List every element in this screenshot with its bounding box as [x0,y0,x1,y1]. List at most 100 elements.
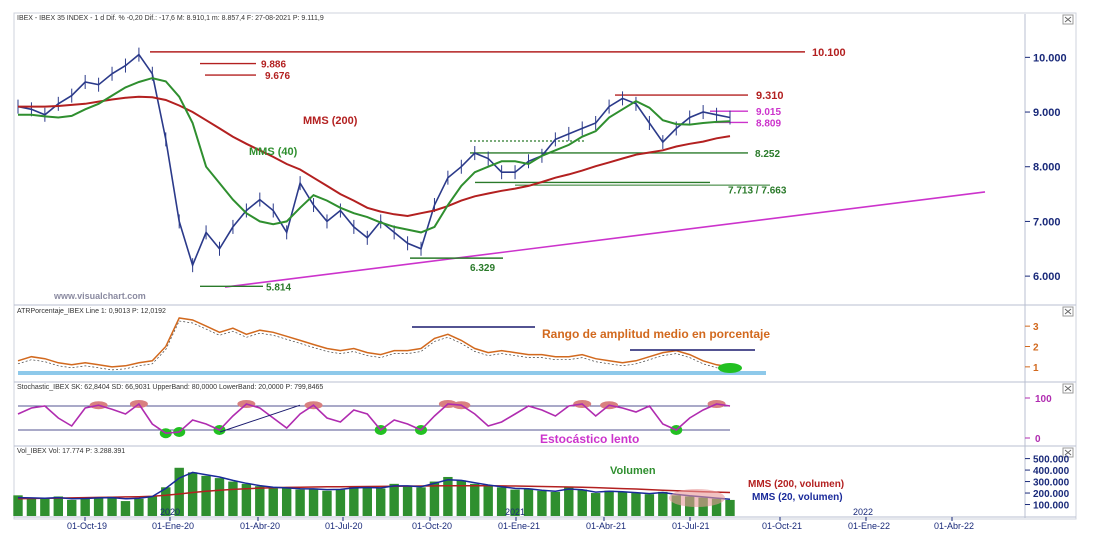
atr-y-tick-label: 1 [1033,363,1039,374]
price-y-tick-label: 8.000 [1033,162,1061,174]
volume-bar [187,472,198,516]
volume-bar [698,497,708,516]
volume-bar [255,486,265,516]
volume-bar [550,491,561,516]
level-label: 8.809 [756,118,781,129]
volume-bar [402,486,413,516]
x-tick-label: 01-Oct-20 [412,521,452,531]
mms40-label: MMS (40) [249,146,298,158]
volume-bar [564,487,574,516]
volume-bar [362,487,372,516]
level-label: 7.713 / 7.663 [728,185,787,196]
volume-bar [295,489,305,516]
volume-bar [725,499,735,516]
stoch-panel-close-icon[interactable] [1062,383,1074,394]
stoch-annotation: Estocástico lento [540,432,639,446]
volume-legend-ma20: MMS (20, volumen) [752,492,843,503]
price-y-tick-label: 6.000 [1033,271,1061,283]
volume-bar [537,490,547,516]
volume-bar [40,498,50,516]
volume-bar [322,490,332,516]
price-y-tick-label: 9.000 [1033,107,1061,119]
price-panel: 10.000 9.000 8.000 7.000 6.000 10.100 9.8869.6… [17,47,1067,293]
volume-recent-highlight [669,489,725,507]
atr-y-tick-label: 3 [1033,322,1039,333]
volume-panel-close-icon[interactable] [1062,447,1074,458]
volume-bar [416,487,426,516]
volume-bar [147,496,158,516]
volume-ma200-line [17,484,731,500]
volume-bar [93,497,104,516]
volume-bar [268,488,278,516]
volume-bar [443,476,453,516]
volume-bar [13,495,23,516]
volume-annotation: Volumen [610,465,656,477]
atr-signal-line [17,320,731,371]
volume-y-tick-label: 100.000 [1033,501,1070,512]
volume-bar [456,480,467,516]
volume-bar [120,501,131,516]
stoch-divergence-line [219,404,301,433]
level-label: 6.329 [470,263,495,274]
x-tick-label: 01-Abr-20 [240,521,280,531]
volume-bar [134,498,144,516]
volume-y-tick-label: 200.000 [1033,489,1070,500]
x-tick-label: 01-Abr-22 [934,521,974,531]
volume-bar [604,490,614,516]
volume-bar [349,486,359,516]
volume-bar [80,498,90,516]
volume-bar [429,481,440,516]
volume-bar [308,488,319,516]
atr-panel-header: ATRPorcentaje_IBEX Line 1: 0,9013 P: 12,… [17,308,166,315]
volume-bar [483,486,493,516]
volume-bar [26,497,37,516]
atr-line [17,317,731,368]
atr-panel: 3 2 1 Rango de amplitud medio en porcentaje [17,317,1039,375]
price-series [17,53,731,268]
volume-y-tick-label: 400.000 [1033,466,1070,477]
price-y-tick-label: 7.000 [1033,216,1061,228]
x-tick-label: 01-Oct-19 [67,521,107,531]
volume-ma20-line [17,471,731,500]
volume-bar [523,488,534,516]
year-mark-label: 2020 [160,507,180,517]
price-panel-close-icon[interactable] [1062,14,1074,25]
level-label: 10.100 [812,47,846,59]
level-label: 9.015 [756,107,781,118]
mms200-line [18,95,731,218]
x-axis: 01-Oct-19 01-Ene-20 01-Abr-20 01-Jul-20 01-O… [67,507,974,531]
stoch-y-tick-label: 0 [1035,434,1041,445]
volume-bar [241,483,252,516]
volume-bar [671,495,681,516]
mms200-label: MMS (200) [303,115,358,127]
volume-bar [617,491,628,516]
year-mark-label: 2021 [505,507,525,517]
level-label: 5.814 [266,282,291,293]
volume-bar [107,496,117,516]
level-label: 9.676 [265,71,290,82]
x-tick-label: 01-Jul-20 [325,521,363,531]
x-tick-label: 01-Oct-21 [762,521,802,531]
level-label: 8.252 [755,149,780,160]
volume-bar [161,487,171,516]
volume-bar [658,491,668,516]
volume-y-tick-label: 300.000 [1033,478,1070,489]
volume-bar [590,493,601,516]
atr-panel-close-icon[interactable] [1062,306,1074,317]
x-tick-label: 01-Jul-21 [672,521,710,531]
volume-panel-header: Vol_IBEX Vol: 17.774 P: 3.288.391 [17,448,125,455]
volume-bar [228,481,238,516]
level-label: 9.886 [261,60,286,71]
volume-bar [335,489,346,516]
volume-bar [711,498,722,516]
year-mark-label: 2022 [853,507,873,517]
volume-bar [631,493,641,516]
price-y-tick-label: 10.000 [1033,52,1067,64]
volume-bar [510,489,520,516]
stoch-panel-header: Stochastic_IBEX SK: 62,8404 SD: 66,9031 … [17,384,323,391]
chart-frame [13,12,1077,520]
watermark: www.visualchart.com [53,291,146,301]
